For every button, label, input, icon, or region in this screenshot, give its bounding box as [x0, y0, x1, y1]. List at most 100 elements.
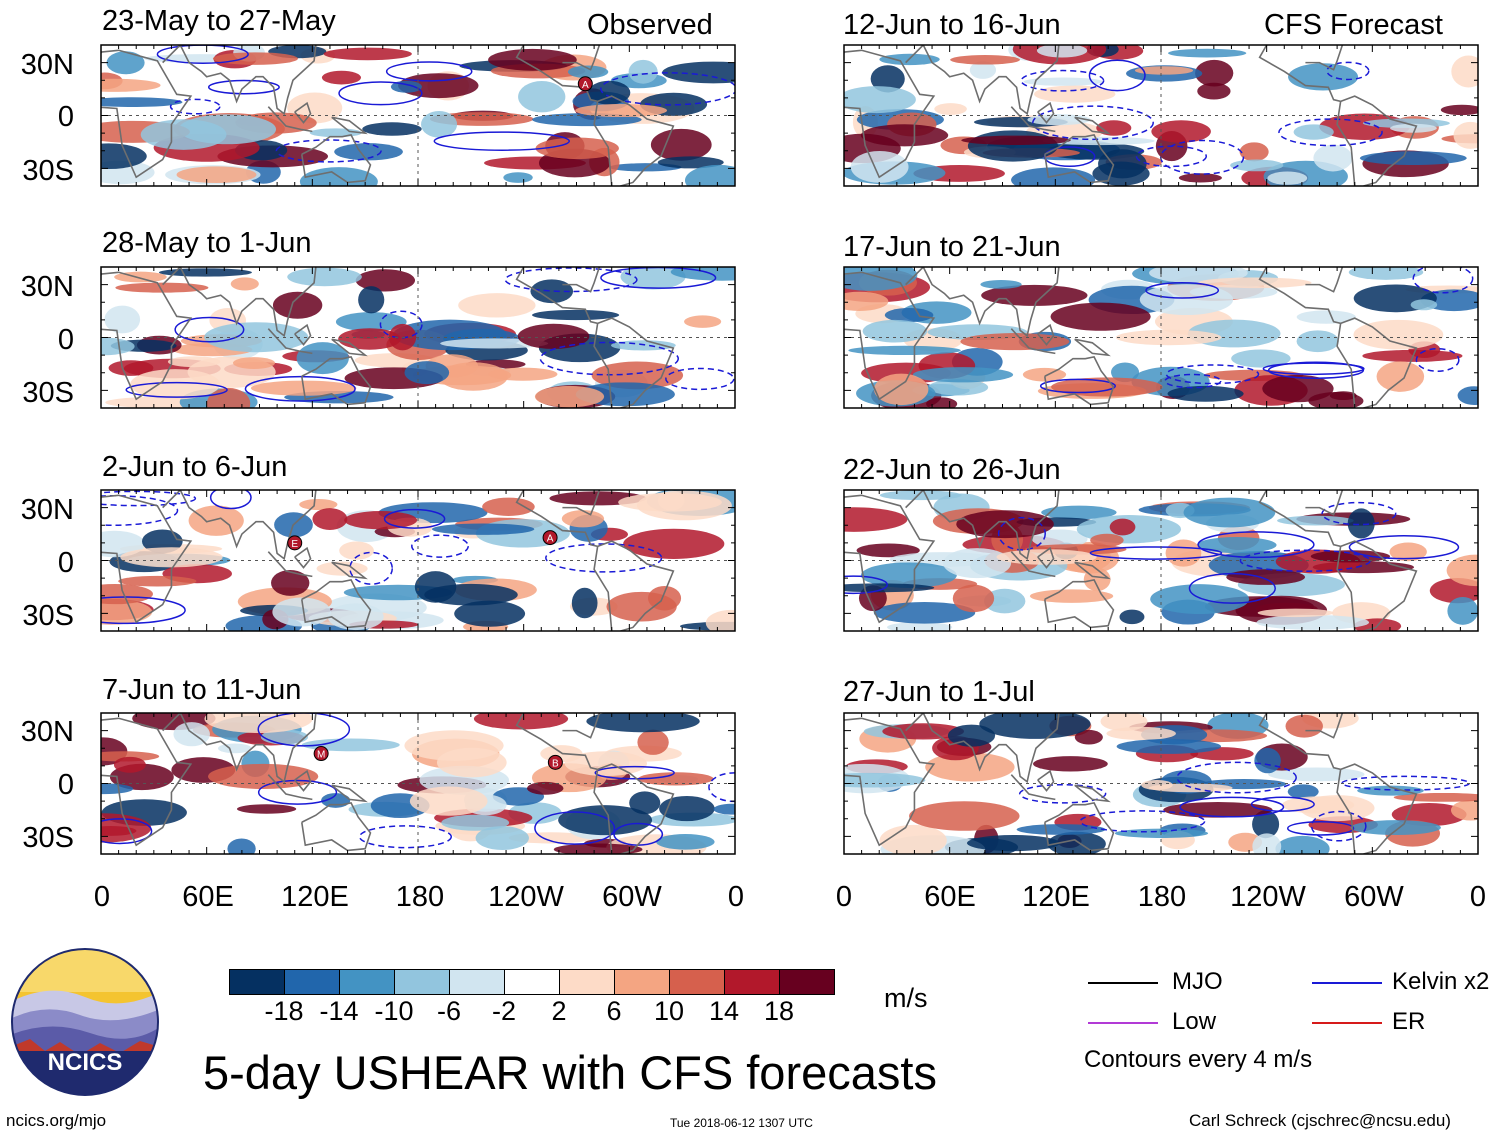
colorbar-swatch-5	[505, 970, 560, 994]
shear-shade	[204, 713, 313, 733]
legend-er: ER	[1392, 1008, 1426, 1035]
storm-letter: A	[582, 80, 589, 91]
coastline	[1340, 763, 1418, 854]
kelvin-contour	[1020, 69, 1105, 92]
shear-shade	[950, 55, 1020, 65]
coastline	[1305, 267, 1344, 293]
shear-shade	[928, 379, 989, 396]
colorbar-swatch-2	[340, 970, 395, 994]
coastline	[294, 769, 312, 792]
shear-shade	[227, 838, 256, 854]
shear-shade	[637, 772, 714, 786]
shear-shade	[339, 541, 374, 560]
shear-shade	[272, 291, 323, 319]
coastline	[905, 713, 1060, 784]
kelvin-contour	[1197, 531, 1315, 559]
legend-mjo: MJO	[1172, 968, 1223, 995]
kelvin-contour	[594, 765, 675, 780]
shear-shade	[1457, 386, 1478, 406]
map-panel-5	[843, 44, 1479, 187]
kelvin-contour	[257, 779, 338, 805]
coastline	[515, 713, 613, 854]
shear-shade	[850, 150, 909, 183]
shear-shade	[1109, 518, 1136, 536]
map-panel-2	[100, 266, 736, 409]
colorbar-swatch-7	[615, 970, 670, 994]
lon-tick-obs-60e: 60E	[182, 881, 234, 913]
shear-shade	[503, 172, 533, 183]
shear-shade	[1277, 515, 1354, 526]
coastline	[1010, 106, 1056, 133]
shear-shade	[1254, 747, 1281, 774]
shear-shade	[312, 508, 348, 530]
coastline	[267, 328, 313, 355]
coastline	[844, 49, 936, 179]
shear-shade	[1296, 330, 1339, 353]
coastline	[1037, 769, 1055, 792]
shear-shade	[1029, 589, 1114, 603]
lon-tick-obs-60w: 60W	[602, 881, 662, 913]
coastline	[101, 717, 193, 847]
coastline	[267, 774, 313, 801]
shear-shade	[1100, 713, 1148, 732]
site-url[interactable]: ncics.org/mjo	[6, 1111, 107, 1130]
shear-shade	[358, 286, 385, 314]
shear-shade	[424, 583, 518, 606]
shear-shade	[1288, 63, 1359, 91]
shear-shade	[1410, 299, 1438, 311]
panel-title-fcst-2: 17-Jun to 21-Jun	[843, 231, 1061, 263]
map-panel-8	[843, 712, 1479, 855]
shear-shade	[1453, 121, 1478, 149]
shear-shade	[1447, 596, 1478, 625]
shear-shade	[844, 507, 908, 532]
shear-shade	[441, 814, 510, 831]
shear-shade	[844, 772, 926, 788]
lat-tick-30s-3: 30S	[22, 600, 74, 632]
forecast-label: CFS Forecast	[1264, 9, 1443, 41]
shear-shade	[404, 361, 450, 385]
shear-shade	[404, 730, 504, 761]
kelvin-contour	[101, 818, 153, 845]
shear-shade	[101, 97, 183, 108]
coastline	[844, 717, 936, 847]
shear-shade	[527, 781, 564, 795]
kelvin-contour	[997, 516, 1046, 551]
panel-title-obs-3: 2-Jun to 6-Jun	[102, 451, 288, 483]
shear-shade	[1090, 533, 1124, 547]
shear-shade	[236, 804, 297, 814]
shear-shade	[1262, 374, 1334, 403]
lon-tick-obs-120e: 120E	[281, 881, 349, 913]
coastline	[1305, 490, 1344, 516]
shear-shade	[1285, 714, 1323, 738]
lon-tick-fcst-120w: 120W	[1230, 881, 1306, 913]
colorbar-tick: -18	[264, 996, 304, 1026]
coastline	[1043, 578, 1115, 629]
coastline	[162, 713, 317, 784]
shear-shade	[705, 609, 735, 631]
shear-shade	[1096, 120, 1132, 136]
shear-shade	[1256, 614, 1370, 630]
shear-shade	[1139, 284, 1234, 315]
shear-shade	[1134, 66, 1194, 75]
coastline	[844, 494, 936, 624]
shear-shade	[947, 724, 996, 747]
shear-shade	[844, 291, 889, 311]
kelvin-contour	[1287, 821, 1355, 836]
shear-shade	[969, 61, 997, 79]
shear-shade	[1329, 391, 1357, 401]
shear-shade	[684, 164, 735, 186]
coastline	[1258, 267, 1356, 408]
shear-shade	[1376, 361, 1425, 392]
lat-tick-eq-3: 0	[57, 547, 74, 579]
coastline	[331, 561, 368, 580]
shear-shade	[118, 575, 197, 587]
shear-shade	[473, 713, 569, 730]
coastline	[597, 763, 675, 854]
shear-shade	[535, 137, 619, 160]
shear-shade	[862, 319, 928, 343]
shear-shade	[1198, 277, 1312, 289]
shear-shade	[659, 795, 715, 822]
coastline	[300, 578, 372, 629]
map-panel-1: A	[100, 44, 736, 187]
